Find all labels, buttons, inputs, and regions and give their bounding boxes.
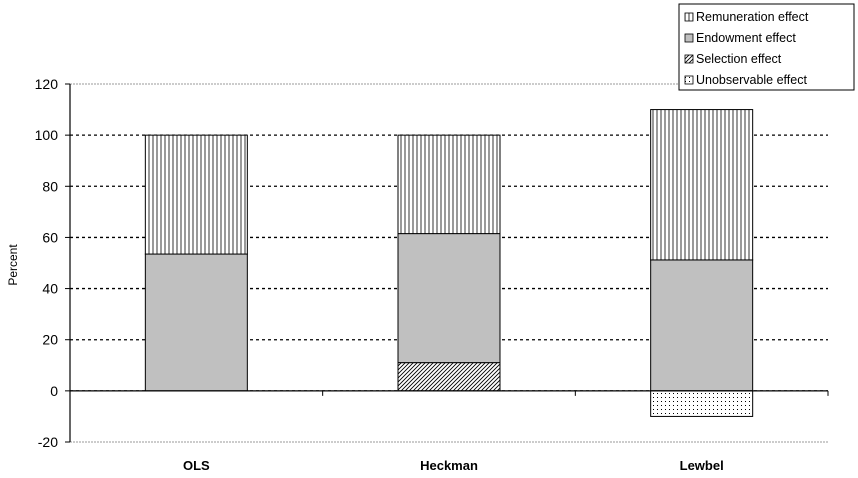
y-tick-label-120: 120: [35, 76, 59, 92]
category-labels: OLS Heckman Lewbel: [183, 458, 724, 473]
category-label-ols: OLS: [183, 458, 210, 473]
y-axis-title: Percent: [6, 244, 20, 286]
y-tick-label-100: 100: [35, 127, 59, 143]
y-tick-labels: -20 0 20 40 60 80 100 120: [35, 76, 59, 450]
axes: [65, 83, 829, 443]
legend-label-unobservable-effect: Unobservable effect: [696, 73, 807, 87]
legend-label-endowment-effect: Endowment effect: [696, 31, 796, 45]
legend-label-selection-effect: Selection effect: [696, 52, 782, 66]
category-label-lewbel: Lewbel: [680, 458, 724, 473]
bar-heckman-selection-effect: [397, 362, 501, 392]
bar-lewbel-remuneration-effect: [650, 109, 754, 261]
legend-swatch-selection-effect: [684, 54, 694, 64]
y-tick-label-80: 80: [42, 178, 58, 194]
bar-heckman-endowment-effect: [397, 233, 501, 364]
y-tick-label-0: 0: [50, 383, 58, 399]
legend-box: [678, 3, 855, 91]
bars: [144, 109, 754, 417]
bar-lewbel-unobservable-effect: [650, 390, 754, 417]
bar-ols-remuneration-effect: [144, 134, 248, 255]
bar-heckman-remuneration-effect: [397, 134, 501, 235]
y-tick-label-60: 60: [42, 229, 58, 245]
bar-lewbel-endowment-effect: [650, 259, 754, 392]
y-tick-label--20: -20: [38, 434, 58, 450]
legend-label-remuneration-effect: Remuneration effect: [696, 10, 809, 24]
legend-swatch-endowment-effect: [684, 33, 694, 43]
legend-swatch-unobservable-effect: [684, 75, 694, 85]
legend-swatch-remuneration-effect: [684, 12, 694, 22]
bar-ols-endowment-effect: [144, 253, 248, 392]
legend: Remuneration effect Endowment effect Selec…: [678, 3, 855, 91]
y-tick-label-40: 40: [42, 281, 58, 297]
category-label-heckman: Heckman: [420, 458, 478, 473]
y-tick-label-20: 20: [42, 332, 58, 348]
